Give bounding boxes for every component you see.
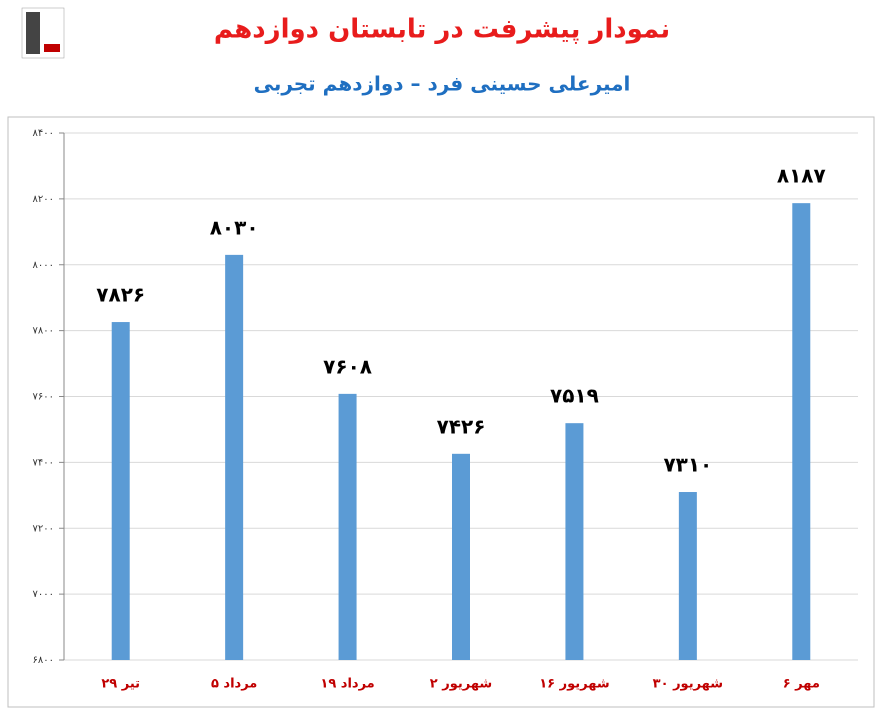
x-tick-label: ۲ شهریور bbox=[430, 677, 492, 692]
data-label: ۸۱۸۷ bbox=[777, 164, 826, 188]
x-tick-label: ۲۹ تیر bbox=[101, 677, 140, 692]
data-label: ۸۰۳۰ bbox=[210, 215, 259, 239]
x-tick-label: ۱۶ شهریور bbox=[539, 677, 609, 692]
y-tick-label: ۷۲۰۰ bbox=[33, 523, 54, 534]
bar bbox=[338, 393, 357, 660]
data-label: ۷۴۲۶ bbox=[437, 414, 486, 438]
data-label: ۷۵۱۹ bbox=[550, 384, 599, 408]
y-tick-label: ۸۴۰۰ bbox=[33, 128, 54, 139]
plot-frame bbox=[7, 116, 875, 708]
y-tick-label: ۷۴۰۰ bbox=[33, 457, 54, 468]
bar bbox=[565, 423, 584, 660]
y-tick-label: ۸۰۰۰ bbox=[33, 260, 54, 271]
data-label: ۷۶۰۸ bbox=[323, 354, 372, 378]
chart-title: نمودار پیشرفت در تابستان دوازدهم bbox=[214, 15, 670, 45]
x-tick-label: ۳۰ شهریور bbox=[653, 677, 723, 692]
bar bbox=[111, 322, 130, 660]
x-tick-label: ۵ مرداد bbox=[211, 677, 257, 692]
bar bbox=[225, 254, 244, 660]
y-tick-label: ۷۸۰۰ bbox=[33, 326, 54, 337]
data-label: ۷۸۲۶ bbox=[96, 283, 145, 307]
logo bbox=[21, 7, 65, 59]
y-tick-label: ۷۶۰۰ bbox=[33, 392, 54, 403]
y-tick-label: ۶۸۰۰ bbox=[33, 655, 54, 666]
y-tick-label: ۸۲۰۰ bbox=[33, 194, 54, 205]
y-tick-label: ۷۰۰۰ bbox=[33, 589, 54, 600]
x-tick-label: ۱۹ مرداد bbox=[320, 677, 374, 692]
x-tick-label: ۶ مهر bbox=[783, 677, 820, 692]
data-label: ۷۳۱۰ bbox=[663, 453, 712, 477]
bar bbox=[678, 492, 697, 660]
bar bbox=[452, 453, 470, 660]
bar bbox=[792, 203, 811, 661]
chart-subtitle: امیرعلی حسینی فرد – دوازدهم تجربی bbox=[254, 72, 631, 96]
